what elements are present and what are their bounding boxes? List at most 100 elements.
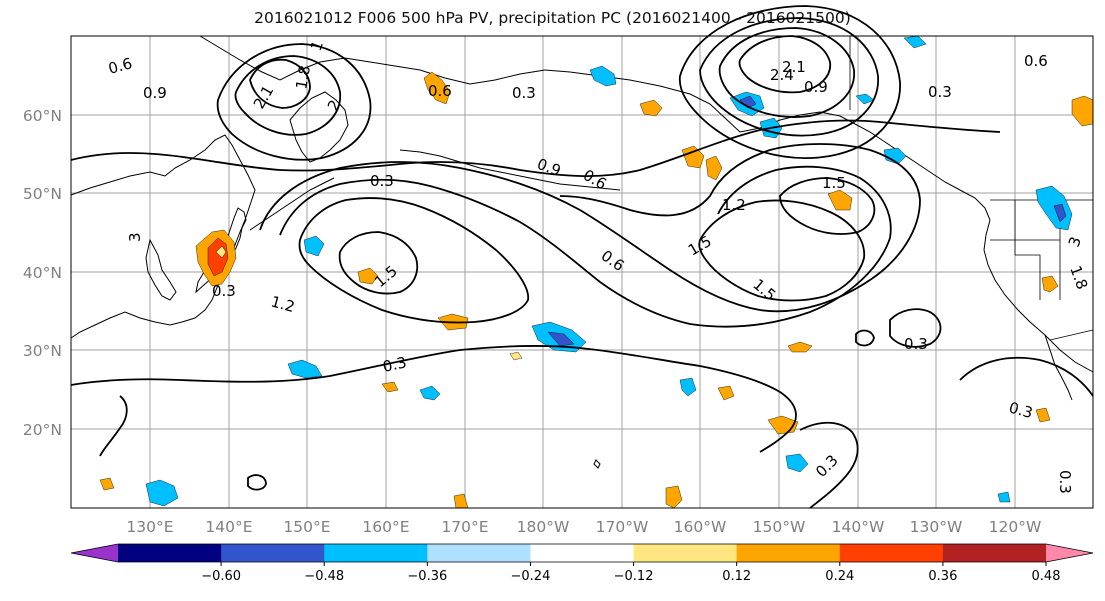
contour-label: 1.2 [269,292,297,316]
contour-label: 0.3 [212,282,236,300]
precip-pt-blue-18 [287,359,323,379]
map-frame [70,35,1094,509]
lat-tick-label: 60°N [23,107,62,125]
colorbar-tick-label: 0.12 [722,569,751,584]
precip-pt-yellow-21 [509,351,523,361]
precip-pt-orange-7 [705,155,723,181]
colorbar-tick-label: 0.48 [1032,569,1061,584]
colorbar [70,543,1094,566]
colorbar-tick-labels: −0.60 −0.48 −0.36 −0.24 −0.12 0.12 0.24 0.36 0.4… [201,569,1061,584]
lon-tick-label: 170°E [441,518,488,536]
precip-pt-blue-1 [589,65,617,87]
precip-pt-orange-23 [717,385,735,401]
contour-1.2 [298,197,529,324]
lon-tick-label: 160°E [362,518,409,536]
colorbar-segment [118,544,222,562]
lat-tick-label: 20°N [23,421,62,439]
colorbar-tick-label: −0.12 [614,569,654,584]
colorbar-segment [427,544,531,562]
contour-low-4 [799,421,859,509]
coast-aleutians [399,149,621,191]
precip-pt-orange-6 [681,145,705,169]
lon-tick-labels: 130°E 140°E 150°E 160°E 170°E 180°W 170°… [126,518,1041,536]
coast-us-west [983,219,1094,373]
contour-east-0.3b [959,356,1094,397]
coast-bc [854,123,991,221]
colorbar-segment [736,544,841,562]
map-panel: 0.6 0.9 0.3 0.3 0.9 0.6 0.9 0.3 0.6 1.2 … [70,5,1094,509]
precip-pt-blue-34 [903,35,927,49]
lon-tick-label: 150°E [283,518,330,536]
contour-labels: 0.6 0.9 0.3 0.3 0.9 0.6 0.9 0.3 0.6 1.2 … [106,38,1091,494]
coast-hawaii [593,459,601,469]
borders [849,36,1094,341]
colorbar-outline [70,543,1094,563]
contour-label: 1.2 [722,196,746,214]
lat-tick-label: 40°N [23,264,62,282]
contour-sw-loop [99,395,128,457]
contour-0.3-north [70,119,1001,177]
lon-tick-label: 130°E [126,518,173,536]
coast-kamchatka [289,91,349,163]
contour-label: 0.3 [512,84,536,102]
contour-label: 2.1 [782,58,806,76]
lon-tick-label: 140°E [205,518,252,536]
coast-korea [145,238,177,301]
contour-1.8-east [779,177,876,235]
precip-pt-orange-26 [787,341,813,353]
contour-label: 0.9 [804,78,828,96]
colorbar-tick-label: −0.24 [511,569,551,584]
contour-0.9 [279,165,892,328]
precip-ne-alaska-orange [423,71,451,105]
precip-pt-blue-29 [145,479,179,507]
lon-tick-label: 120°W [989,518,1042,536]
contour-label: 2.4 [770,66,794,84]
contour-label: 0.3 [1007,398,1035,422]
precip-pink-yellow [215,245,227,259]
precip-pt-blue-33 [997,491,1011,503]
contour-alaska-2 [718,27,855,118]
precip-pt-blue-8 [883,147,907,165]
precip-pt-blue-22 [679,377,697,397]
colorbar-tick-label: −0.36 [407,569,447,584]
precip-pt-blue-10 [1053,203,1067,223]
contour-label: 0.6 [106,54,134,78]
precip-pt-orange-2 [639,99,663,117]
colorbar-segment [839,544,944,562]
contour-label: 1.5 [822,174,846,192]
coast-siberia [199,35,546,85]
pv-contours [70,5,1094,509]
precip-pt-blue-17 [547,331,575,347]
contour-alaska-4 [678,5,901,159]
contour-low-3 [216,43,372,161]
lon-tick-label: 180°W [517,518,570,536]
colorbar-tick-label: 0.24 [825,569,854,584]
precip-pt-orange-20 [381,381,399,393]
contour-label: 0.6 [1024,52,1048,70]
contour-label: 0.3 [904,335,928,353]
contour-1.5-east [698,199,865,302]
colorbar-tick-label: 0.36 [928,569,957,584]
colorbar-segment [633,544,738,562]
lon-tick-label: 170°W [596,518,649,536]
contour-label: 0.3 [381,353,408,376]
map-title: 2016021012 F006 500 hPa PV, precipitatio… [254,9,851,27]
precip-pt-orange-27 [1035,407,1051,423]
colorbar-tick-label: −0.48 [304,569,344,584]
precip-pt-orange-14 [357,267,379,285]
precip-pt-blue-25 [785,453,809,473]
lat-tick-label: 30°N [23,342,62,360]
precip-pt-blue-13 [303,235,325,257]
contour-1.5-west [338,231,419,295]
contour-label: 1.8 [292,64,314,91]
border-us-states [990,200,1061,300]
coast-baja [1044,334,1073,401]
colorbar-extend-low [71,544,118,562]
lat-tick-label: 50°N [23,185,62,203]
contour-low-1 [249,58,311,109]
contour-label: 0.9 [143,84,167,102]
colorbar-segment [942,544,1047,562]
contour-alaska-3 [699,17,879,137]
colorbar-segment [324,544,428,562]
